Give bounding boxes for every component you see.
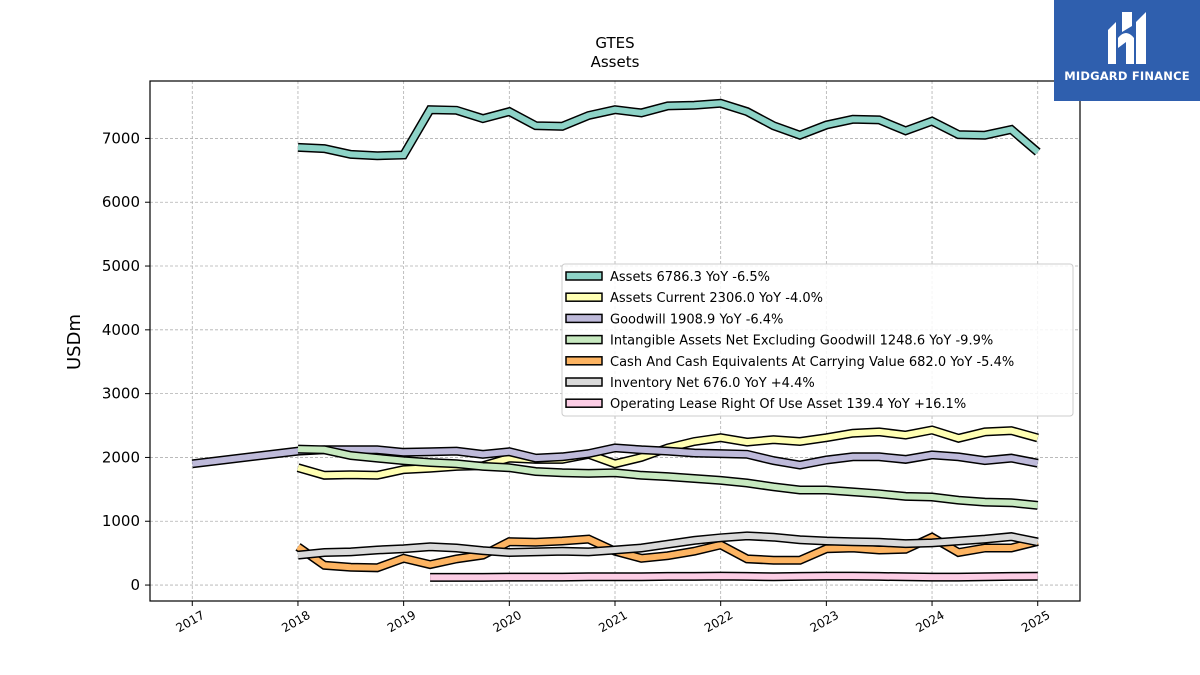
legend-swatch xyxy=(565,292,603,302)
x-tick-label: 2023 xyxy=(808,608,841,635)
legend-swatch xyxy=(565,377,603,387)
legend-label: Goodwill 1908.9 YoY -6.4% xyxy=(610,312,783,327)
logo-mark-icon xyxy=(1108,12,1146,64)
x-tick-label: 2017 xyxy=(174,608,207,635)
brand-logo: MIDGARD FINANCE xyxy=(1054,0,1200,101)
x-tick-label: 2019 xyxy=(385,608,418,635)
legend-swatch xyxy=(565,271,603,281)
legend-swatch xyxy=(565,398,603,408)
series-line-1 xyxy=(297,100,1040,159)
legend-label: Inventory Net 676.0 YoY +4.4% xyxy=(610,376,815,391)
x-tick-label: 2025 xyxy=(1019,608,1052,635)
legend-swatch xyxy=(565,356,603,366)
y-tick-label: 1000 xyxy=(102,512,140,530)
legend-box xyxy=(561,263,1074,417)
legend: Assets 6786.3 YoY -6.5% Assets Current 23… xyxy=(561,263,1074,417)
x-tick-label: 2018 xyxy=(279,608,312,635)
y-tick-label: 3000 xyxy=(102,385,140,403)
x-tick-label: 2024 xyxy=(913,608,946,635)
legend-label: Assets Current 2306.0 YoY -4.0% xyxy=(610,291,823,306)
logo-text: MIDGARD FINANCE xyxy=(1064,69,1190,83)
series-line-7 xyxy=(430,573,1038,581)
chart-title: GTES xyxy=(595,34,634,52)
y-axis-label: USDm xyxy=(64,314,85,370)
chart-subtitle: Assets xyxy=(591,53,640,71)
y-tick-label: 0 xyxy=(130,576,140,594)
legend-swatch xyxy=(565,313,603,324)
x-tick-label: 2022 xyxy=(702,608,735,635)
x-tick-label: 2020 xyxy=(491,608,524,635)
legend-swatch xyxy=(565,334,603,345)
y-tick-label: 7000 xyxy=(102,129,140,147)
series-line-6 xyxy=(297,532,1039,559)
series-line-3 xyxy=(191,444,1039,469)
y-tick-label: 6000 xyxy=(102,193,140,211)
legend-label: Intangible Assets Net Excluding Goodwill… xyxy=(610,334,993,349)
series-line-4 xyxy=(297,446,1039,509)
y-tick-label: 2000 xyxy=(102,448,140,466)
legend-label: Assets 6786.3 YoY -6.5% xyxy=(610,270,770,285)
series-layer xyxy=(191,98,1041,582)
legend-label: Cash And Cash Equivalents At Carrying Va… xyxy=(610,355,1014,370)
y-tick-label: 4000 xyxy=(102,321,140,339)
legend-label: Operating Lease Right Of Use Asset 139.4… xyxy=(610,397,966,412)
x-tick-label: 2021 xyxy=(596,608,629,635)
y-tick-label: 5000 xyxy=(102,257,140,275)
